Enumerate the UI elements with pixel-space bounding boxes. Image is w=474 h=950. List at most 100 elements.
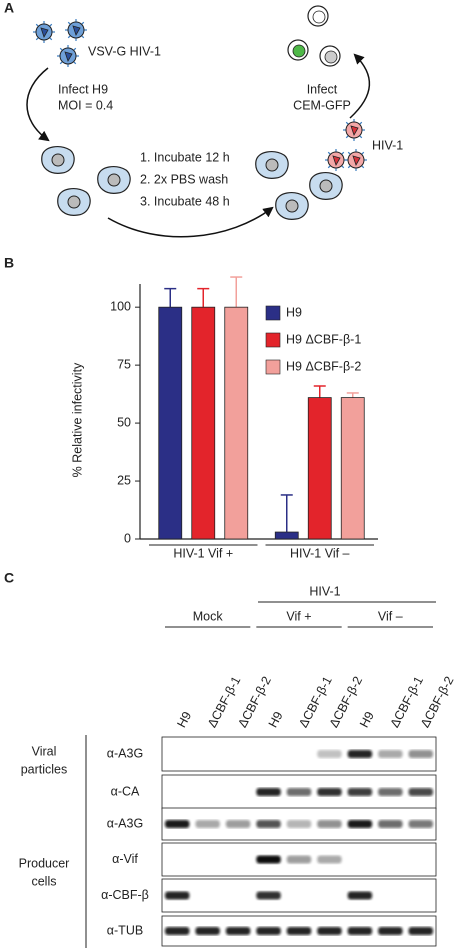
blot-band: [378, 750, 403, 758]
blot-band: [165, 927, 190, 935]
bar: [340, 397, 365, 540]
bar: [307, 397, 332, 540]
virus-core: [72, 25, 81, 36]
nucleus: [107, 173, 121, 187]
x-tick-label: HIV-1 Vif +: [173, 546, 233, 560]
virus-core: [350, 125, 359, 136]
y-axis-label: % Relative infectivity: [70, 362, 84, 477]
virus-core: [40, 27, 49, 38]
arrow: [26, 67, 50, 142]
target-nucleus: [324, 50, 338, 64]
blot-header: HIV-1: [309, 584, 340, 598]
blot-band: [286, 855, 312, 864]
nucleus: [67, 195, 81, 209]
blot-band: [347, 820, 373, 828]
step-label: CEM-GFP: [293, 98, 351, 112]
section-label: cells: [31, 874, 56, 888]
nucleus: [51, 153, 65, 167]
blot-band: [378, 927, 403, 935]
blot-band: [225, 927, 251, 935]
group-label: Vif –: [378, 609, 403, 623]
blot-band: [286, 788, 312, 796]
blot-band: [378, 820, 403, 828]
step-label: 2. 2x PBS wash: [140, 172, 228, 186]
step-label: 3. Incubate 48 h: [140, 194, 230, 208]
row-label: α-Vif: [112, 852, 138, 866]
legend-swatch: [265, 332, 281, 348]
blot-band: [347, 927, 373, 935]
blot-band: [195, 927, 220, 935]
target-nucleus: [292, 44, 306, 58]
blot-band: [317, 855, 342, 864]
blot-box: [161, 878, 437, 913]
legend-swatch: [265, 305, 281, 321]
blot-band: [317, 820, 342, 828]
y-tick-label: 0: [124, 531, 131, 545]
blot-band: [165, 820, 190, 828]
arrow: [349, 53, 371, 119]
blot-band: [256, 891, 281, 900]
virus-core: [64, 51, 73, 62]
lane-label: H9: [174, 709, 194, 730]
nucleus: [265, 158, 279, 172]
lane-label: H9: [266, 709, 286, 730]
blot-band: [408, 927, 433, 935]
target-nucleus: [312, 10, 326, 24]
legend-label: H9 ΔCBF-β-1: [286, 332, 361, 346]
nucleus: [319, 179, 333, 193]
row-label: α-A3G: [107, 816, 143, 830]
bar: [274, 531, 299, 540]
virus-label: HIV-1: [372, 138, 403, 152]
arrow: [107, 206, 274, 238]
blot-band: [256, 820, 281, 828]
blot-band: [256, 927, 281, 935]
bar: [158, 306, 183, 540]
section-label: Viral: [32, 744, 57, 758]
nucleus: [285, 199, 299, 213]
blot-band: [317, 927, 342, 935]
group-label: Mock: [193, 609, 224, 623]
step-label: Infect H9: [58, 82, 108, 96]
x-tick-label: HIV-1 Vif –: [290, 546, 350, 560]
blot-band: [347, 788, 373, 796]
panel-label: B: [4, 255, 14, 271]
blot-band: [256, 855, 281, 864]
virus-label: VSV-G HIV-1: [88, 44, 161, 58]
group-label: Vif +: [286, 609, 311, 623]
y-tick-label: 50: [117, 415, 131, 429]
y-tick-label: 100: [110, 299, 131, 313]
blot-band: [317, 750, 342, 758]
panel-label: C: [4, 570, 14, 586]
blot-band: [408, 820, 433, 828]
bar: [191, 306, 216, 540]
blot-band: [256, 788, 281, 796]
step-label: 1. Incubate 12 h: [140, 150, 230, 164]
virus-core: [352, 155, 361, 166]
blot-band: [286, 927, 312, 935]
blot-band: [347, 750, 373, 758]
blot-band: [165, 891, 190, 900]
blot-band: [286, 820, 312, 828]
blot-band: [408, 788, 433, 796]
blot-band: [378, 788, 403, 796]
legend-label: H9: [286, 305, 302, 319]
blot-band: [195, 820, 220, 828]
bar: [224, 306, 249, 540]
y-tick-label: 75: [117, 357, 131, 371]
blot-band: [225, 820, 251, 828]
virus-core: [332, 155, 341, 166]
y-tick-label: 25: [117, 473, 131, 487]
blot-band: [347, 891, 373, 900]
section-label: Producer: [19, 856, 70, 870]
row-label: α-CA: [111, 784, 140, 798]
panel-label: A: [4, 0, 14, 16]
legend-label: H9 ΔCBF-β-2: [286, 359, 361, 373]
row-label: α-CBF-β: [101, 888, 149, 902]
blot-band: [317, 788, 342, 796]
step-label: MOI = 0.4: [58, 98, 113, 112]
section-label: particles: [21, 762, 68, 776]
row-label: α-TUB: [107, 923, 143, 937]
step-label: Infect: [307, 82, 338, 96]
row-label: α-A3G: [107, 746, 143, 760]
